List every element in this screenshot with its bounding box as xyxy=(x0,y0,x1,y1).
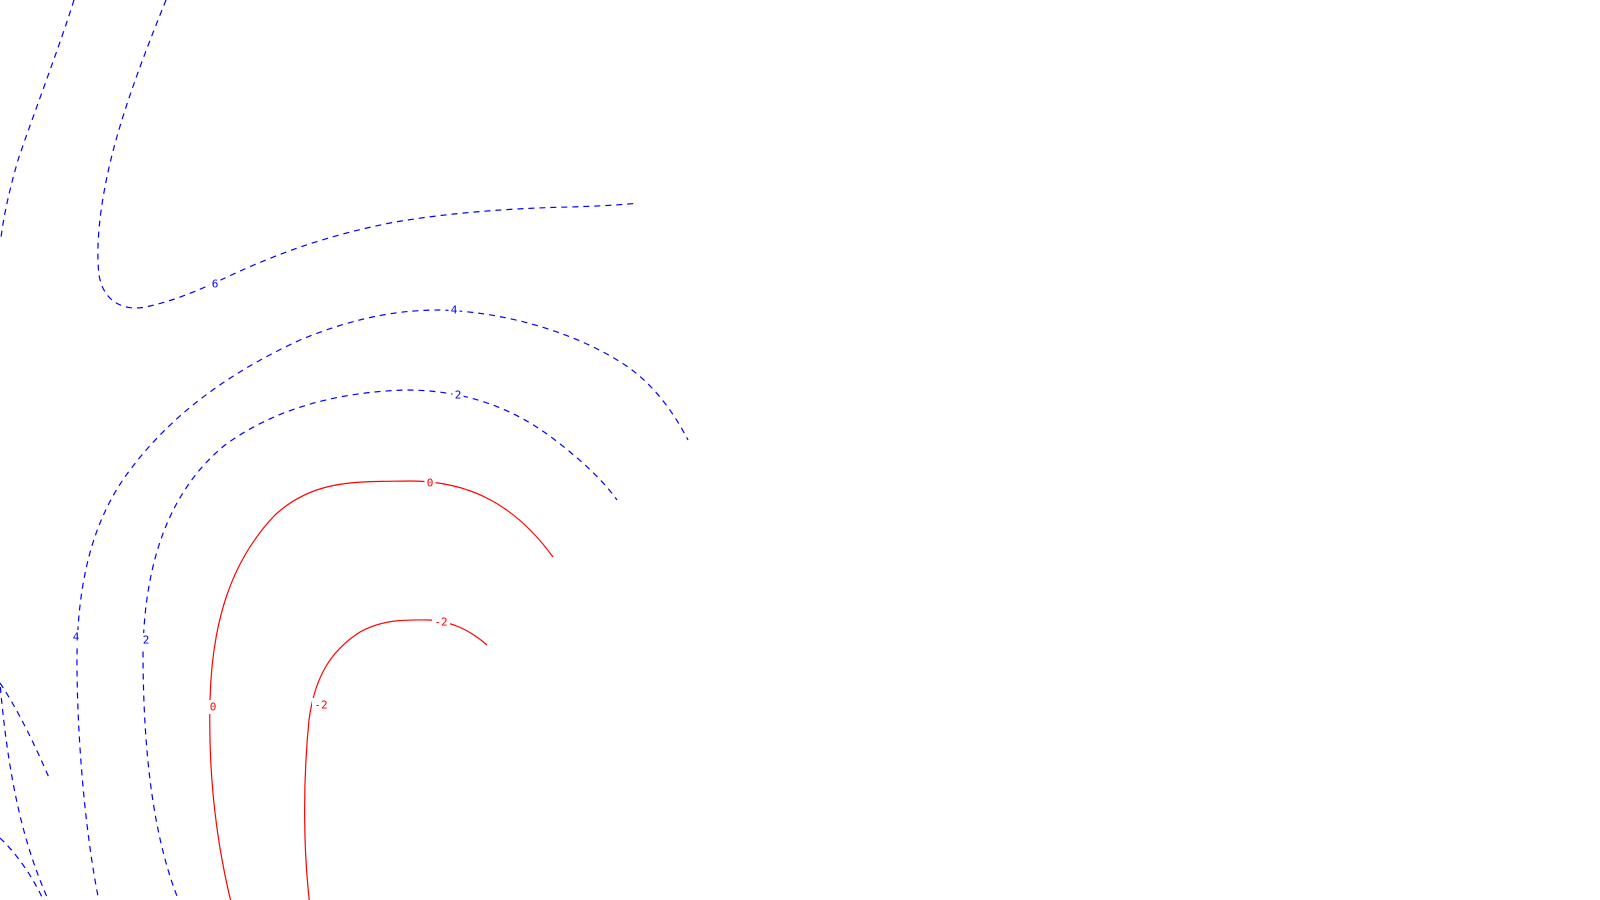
contour-label-gap xyxy=(140,633,152,647)
contour-label: -2 xyxy=(314,699,327,712)
contour-line-c2-arc xyxy=(142,389,618,900)
contour-lines xyxy=(0,0,689,900)
contour-label: 4 xyxy=(73,631,80,644)
contour-line-c-corner-b xyxy=(0,837,44,900)
contour-line-cm2-arc xyxy=(304,619,488,900)
contour-label-gap xyxy=(432,615,450,629)
contour-label: 0 xyxy=(427,477,434,490)
contour-label: 4 xyxy=(451,304,458,317)
contour-label-gap xyxy=(424,476,436,490)
contour-label: -2 xyxy=(434,616,447,629)
contour-line-c6-outer xyxy=(0,0,75,239)
contour-label: 0 xyxy=(210,701,217,714)
contour-label: 2 xyxy=(143,634,150,647)
contour-line-c6-inner xyxy=(97,0,639,309)
contour-label-gap xyxy=(209,277,221,291)
contour-labels: 6 4 4 2 2 0 0 -2 -2 xyxy=(70,277,464,714)
contour-label-gap xyxy=(207,700,219,714)
contour-label: 6 xyxy=(212,278,219,291)
contour-label-gap xyxy=(70,630,82,644)
contour-label: 2 xyxy=(455,389,462,402)
contour-line-c4-arc xyxy=(0,309,689,900)
contour-label-gap xyxy=(448,303,460,317)
contour-line-c-corner-a xyxy=(0,682,51,781)
contour-line-c0-arc xyxy=(209,480,554,900)
contour-label-gap xyxy=(452,388,464,402)
contour-label-gap xyxy=(312,698,330,712)
